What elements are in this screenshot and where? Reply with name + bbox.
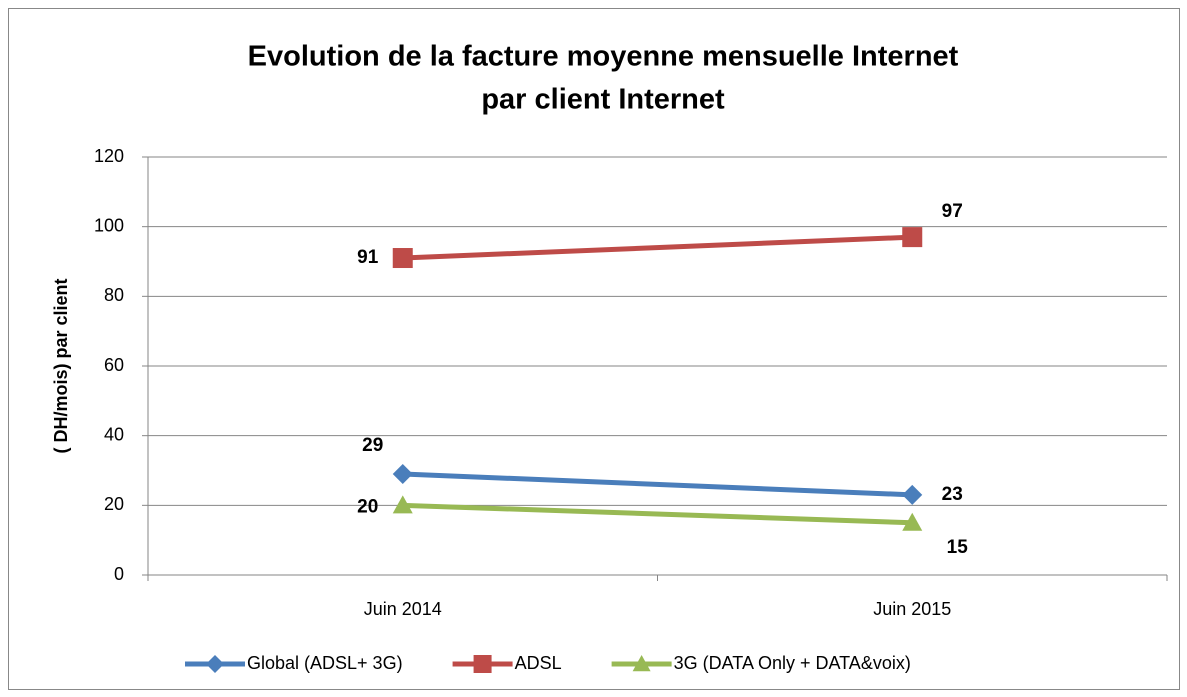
data-label: 91 xyxy=(357,247,379,268)
legend-label: Global (ADSL+ 3G) xyxy=(247,653,403,673)
y-tick-label: 80 xyxy=(104,285,124,305)
legend-label: 3G (DATA Only + DATA&voix) xyxy=(674,653,911,673)
y-tick-label: 100 xyxy=(94,215,124,235)
marker xyxy=(902,227,923,248)
marker xyxy=(392,463,413,484)
y-tick-label: 20 xyxy=(104,494,124,514)
y-axis-label: ( DH/mois) par client xyxy=(51,278,71,453)
series-line xyxy=(402,234,913,261)
legend-label: ADSL xyxy=(515,653,562,673)
data-label: 23 xyxy=(942,484,963,505)
chart-border xyxy=(8,8,1180,690)
series-line xyxy=(402,471,913,498)
y-tick-label: 40 xyxy=(104,424,124,444)
marker xyxy=(392,495,413,514)
y-tick-label: 120 xyxy=(94,146,124,166)
data-label: 15 xyxy=(947,537,969,558)
series-line xyxy=(402,502,913,526)
marker xyxy=(206,655,224,673)
x-tick-label: Juin 2015 xyxy=(873,599,951,619)
x-tick-label: Juin 2014 xyxy=(364,599,442,619)
y-tick-label: 60 xyxy=(104,355,124,375)
data-label: 97 xyxy=(942,201,963,222)
marker xyxy=(473,655,492,673)
y-tick-label: 0 xyxy=(114,564,124,584)
chart-title: Evolution de la facture moyenne mensuell… xyxy=(248,41,959,73)
data-label: 20 xyxy=(357,496,378,517)
marker xyxy=(392,248,413,269)
marker xyxy=(902,484,923,505)
marker xyxy=(902,512,923,531)
data-label: 29 xyxy=(362,435,383,456)
chart-title: par client Internet xyxy=(481,84,725,116)
marker xyxy=(632,655,651,672)
